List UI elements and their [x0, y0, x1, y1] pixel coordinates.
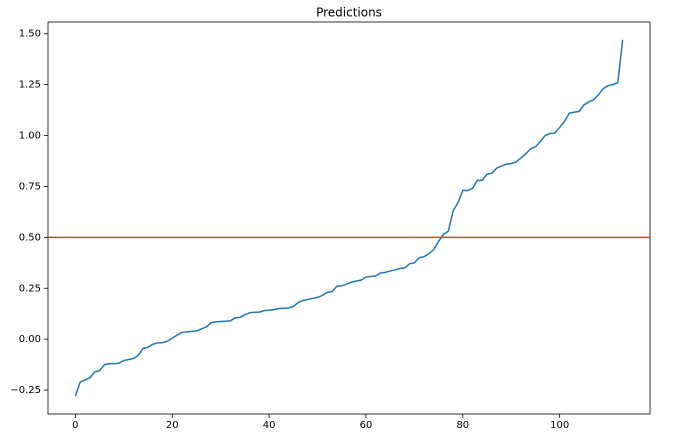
x-tick-label: 20	[166, 420, 179, 431]
chart-title: Predictions	[316, 6, 382, 20]
x-tick-label: 60	[360, 420, 373, 431]
y-tick-label: 0.25	[19, 283, 41, 294]
x-tick-label: 40	[263, 420, 276, 431]
x-tick-label: 100	[550, 420, 569, 431]
y-tick-label: 1.50	[19, 29, 41, 40]
data-line	[74, 39, 624, 397]
y-tick-label: 0.50	[19, 232, 41, 243]
y-tick-label: 1.00	[19, 131, 41, 142]
y-tick-label: 0.00	[19, 334, 41, 345]
y-tick-label: 0.75	[19, 181, 41, 192]
y-tick-label: 1.25	[19, 80, 41, 91]
x-tick-label: 0	[72, 420, 78, 431]
axes-frame	[47, 21, 651, 415]
y-tick-label: −0.25	[10, 385, 41, 396]
x-tick-label: 80	[456, 420, 469, 431]
